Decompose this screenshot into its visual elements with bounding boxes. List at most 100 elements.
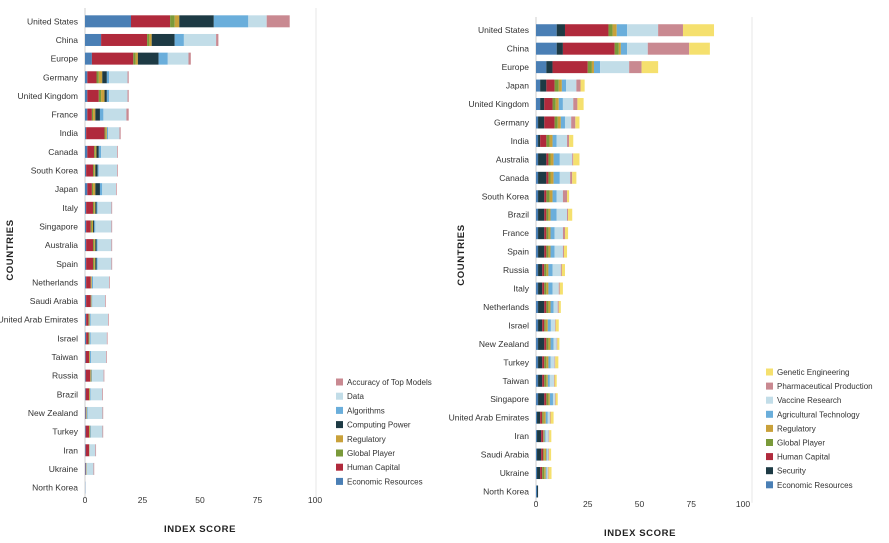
legend-entry: Global Player xyxy=(777,439,825,448)
bar-segment xyxy=(544,227,547,240)
bar-segment xyxy=(540,98,545,111)
category-label: Australia xyxy=(496,154,529,164)
bar-segment xyxy=(564,24,609,37)
bar-segment xyxy=(549,411,551,424)
bar-segment xyxy=(93,462,95,475)
bar-segment xyxy=(102,388,103,401)
bar-segment xyxy=(544,116,555,129)
bar-segment xyxy=(536,227,539,240)
bar-segment xyxy=(554,79,559,92)
bar-segment xyxy=(549,448,552,461)
bar-segment xyxy=(538,208,545,221)
bar-segment xyxy=(85,89,88,102)
bar-segment xyxy=(560,264,562,277)
bar-segment xyxy=(95,257,97,270)
bar-segment xyxy=(548,208,551,221)
bar-segment xyxy=(536,79,541,92)
bar-segment xyxy=(131,15,171,28)
bar-segment xyxy=(548,227,551,240)
bar-segment xyxy=(93,276,110,289)
bar-segment xyxy=(563,245,568,258)
bar-segment xyxy=(536,393,539,406)
category-label: North Korea xyxy=(32,483,78,493)
y-axis-title: COUNTRIES xyxy=(5,219,16,280)
bar-segment xyxy=(101,33,148,46)
x-tick-label: 100 xyxy=(736,499,750,509)
bar-segment xyxy=(547,467,549,480)
bar-segment xyxy=(569,134,574,147)
bar-segment xyxy=(553,171,560,184)
bar-segment xyxy=(86,201,94,214)
bar-segment xyxy=(94,220,96,233)
bar-segment xyxy=(93,108,96,121)
x-tick-label: 0 xyxy=(534,499,539,509)
bar-segment xyxy=(108,313,109,326)
bar-segment xyxy=(85,220,87,233)
bar-segment xyxy=(545,467,547,480)
bar-segment xyxy=(90,425,103,438)
bar-segment xyxy=(213,15,249,28)
bar-segment xyxy=(90,220,92,233)
legend-entry: Economic Resources xyxy=(347,477,423,486)
bar-segment xyxy=(95,108,100,121)
bar-segment xyxy=(552,264,561,277)
bar-segment xyxy=(98,71,103,84)
legend-entry: Vaccine Research xyxy=(777,396,841,405)
category-label: Iran xyxy=(514,431,529,441)
bar-segment xyxy=(106,71,110,84)
bar-segment xyxy=(600,61,630,74)
bar-segment xyxy=(536,282,539,295)
category-label: Brazil xyxy=(508,210,529,220)
bar-segment xyxy=(89,332,91,345)
bar-segment xyxy=(556,337,558,350)
bar-segment xyxy=(92,295,106,308)
bar-segment xyxy=(544,190,547,203)
bar-segment xyxy=(658,24,683,37)
bar-segment xyxy=(549,430,552,443)
bar-segment xyxy=(85,145,88,158)
bar-segment xyxy=(127,71,129,84)
bar-segment xyxy=(552,61,588,74)
bar-segment xyxy=(540,467,543,480)
bar-segment xyxy=(91,369,93,382)
bar-segment xyxy=(548,448,550,461)
bar-segment xyxy=(538,134,541,147)
legend-swatch xyxy=(766,368,773,376)
bar-segment xyxy=(111,201,113,214)
bar-segment xyxy=(86,127,105,140)
bar-segment xyxy=(117,164,118,177)
bar-segment xyxy=(562,190,568,203)
category-label: France xyxy=(52,110,79,120)
bar-segment xyxy=(85,15,131,28)
bar-segment xyxy=(87,183,92,196)
category-label: Canada xyxy=(499,173,529,183)
category-label: Ukraine xyxy=(500,468,530,478)
bar-segment xyxy=(550,245,555,258)
bar-segment xyxy=(536,485,538,498)
bar-segment xyxy=(167,52,189,65)
bar-segment xyxy=(86,276,91,289)
bar-segment xyxy=(85,406,86,419)
bar-segment xyxy=(557,300,559,313)
bar-segment xyxy=(536,98,541,111)
bar-segment xyxy=(106,127,108,140)
bar-segment xyxy=(550,300,554,313)
bar-segment xyxy=(614,42,619,55)
bar-segment xyxy=(546,264,549,277)
bar-segment xyxy=(587,61,592,74)
bar-segment xyxy=(90,351,92,364)
bar-segment xyxy=(133,52,136,65)
bar-segment xyxy=(537,430,542,443)
x-tick-label: 0 xyxy=(83,495,88,505)
bar-segment xyxy=(117,145,118,158)
bar-segment xyxy=(536,467,538,480)
bar-segment xyxy=(93,201,95,214)
category-label: Russia xyxy=(503,265,529,275)
bar-segment xyxy=(545,411,548,424)
bar-segment xyxy=(536,171,539,184)
bar-segment xyxy=(550,319,556,332)
bar-segment xyxy=(546,356,549,369)
bar-segment xyxy=(538,337,545,350)
legend-swatch xyxy=(766,382,773,390)
bar-segment xyxy=(545,319,548,332)
